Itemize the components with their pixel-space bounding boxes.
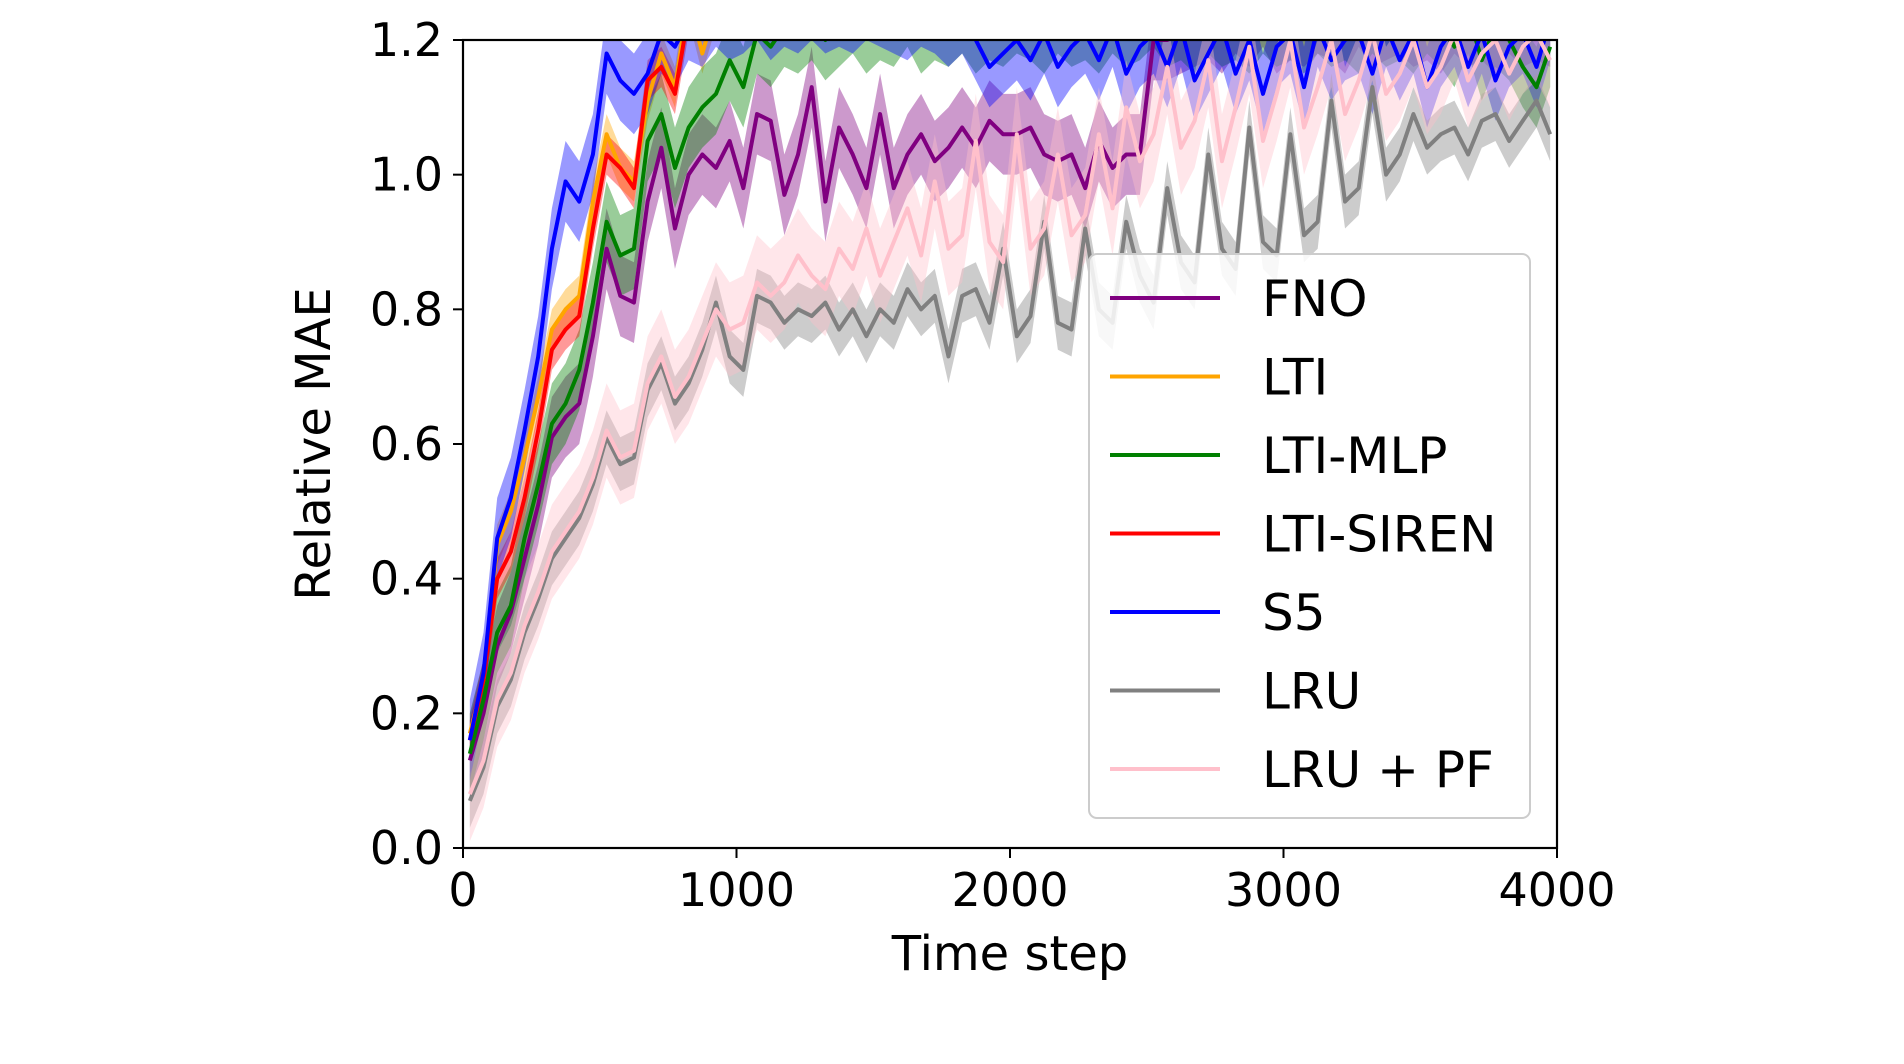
y-axis-label: Relative MAE — [286, 287, 342, 600]
y-tick-label: 1.0 — [370, 148, 443, 202]
series-line-lru-pf — [467, 40, 1552, 795]
legend-label-lru: LRU — [1262, 663, 1361, 721]
band-lru — [469, 60, 1551, 828]
y-axis: 0.0 0.2 0.4 0.6 0.8 1.0 1.2 — [370, 13, 463, 875]
y-tick-label: 0.2 — [370, 686, 443, 740]
legend-label-lti: LTI — [1262, 349, 1328, 407]
x-tick-label: 0 — [448, 863, 477, 917]
series-line-lti-siren — [467, 40, 687, 741]
series-line-lru — [467, 85, 1553, 802]
x-tick-label: 2000 — [951, 863, 1068, 917]
legend-label-fno: FNO — [1262, 270, 1368, 328]
x-axis-label: Time step — [891, 926, 1129, 982]
series-line-s5 — [467, 40, 1547, 741]
x-axis: 0 1000 2000 3000 4000 — [448, 848, 1616, 917]
y-tick-label: 0.6 — [370, 417, 443, 471]
y-tick-label: 0.4 — [370, 552, 443, 606]
series-line-fno — [467, 40, 1172, 762]
legend-label-s5: S5 — [1262, 584, 1326, 642]
y-tick-label: 0.0 — [370, 821, 443, 875]
x-tick-label: 3000 — [1225, 863, 1342, 917]
legend-label-lti-siren: LTI-SIREN — [1262, 506, 1497, 564]
legend-box — [1088, 253, 1531, 819]
legend-label-lti-mlp: LTI-MLP — [1262, 427, 1447, 485]
legend-label-lru-pf: LRU + PF — [1262, 741, 1494, 799]
series-line-lti-mlp — [467, 40, 1553, 755]
series-lines — [467, 40, 1553, 802]
x-tick-label: 1000 — [678, 863, 795, 917]
x-tick-label: 4000 — [1498, 863, 1615, 917]
y-tick-label: 0.8 — [370, 282, 443, 336]
y-tick-label: 1.2 — [370, 13, 443, 67]
legend: FNO LTI LTI-MLP LTI-SIREN S5 LRU LRU + PF — [1088, 253, 1531, 819]
